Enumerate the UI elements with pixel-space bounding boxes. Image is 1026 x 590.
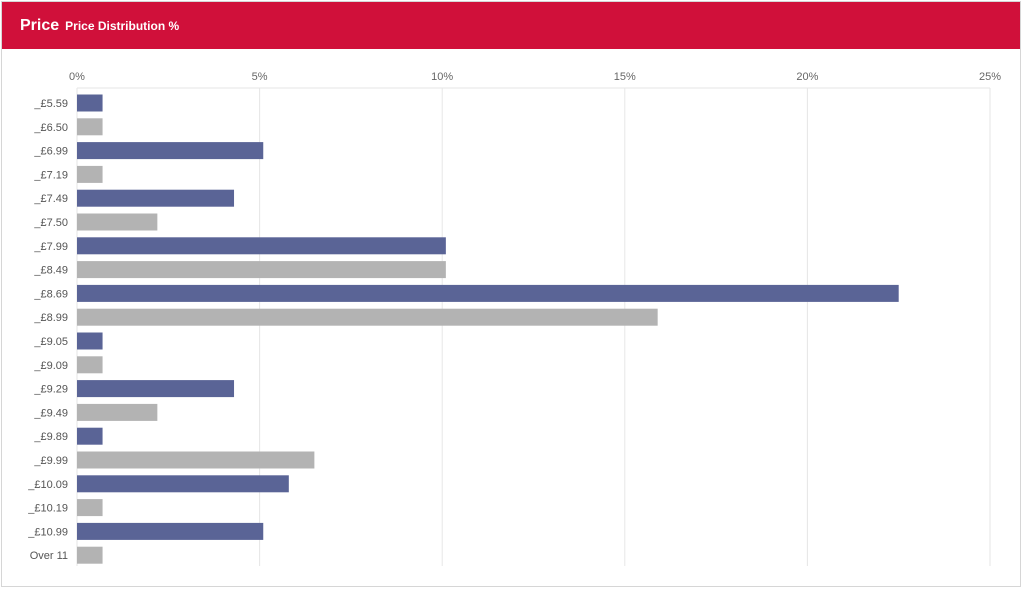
bars bbox=[77, 94, 899, 564]
bar[interactable] bbox=[77, 451, 315, 469]
bar[interactable] bbox=[77, 380, 235, 398]
panel-subtitle: Price Distribution % bbox=[65, 18, 180, 33]
bar[interactable] bbox=[77, 261, 446, 279]
x-tick-label: 10% bbox=[431, 71, 453, 83]
x-tick-label: 15% bbox=[614, 71, 636, 83]
bar[interactable] bbox=[77, 332, 103, 350]
x-tick-label: 0% bbox=[69, 71, 85, 83]
category-label: _£6.99 bbox=[33, 146, 68, 158]
bar[interactable] bbox=[77, 165, 103, 183]
category-label: Over 11 bbox=[30, 550, 68, 562]
bar[interactable] bbox=[77, 475, 289, 493]
category-labels: _£5.59 _£6.50 _£6.99 _£7.19 _£7.49 _£7.50 _£7.… bbox=[27, 98, 68, 562]
bar[interactable] bbox=[77, 213, 158, 231]
bar[interactable] bbox=[77, 522, 264, 540]
bar[interactable] bbox=[77, 237, 446, 255]
bar[interactable] bbox=[77, 308, 658, 326]
bar[interactable] bbox=[77, 403, 158, 421]
bar[interactable] bbox=[77, 118, 103, 136]
x-tick-labels: 0% 5% 10% 15% 20% 25% bbox=[69, 71, 1001, 83]
panel-title: Price bbox=[20, 16, 60, 34]
category-label: _£10.09 bbox=[27, 479, 68, 491]
bar[interactable] bbox=[77, 356, 103, 374]
category-label: _£5.59 bbox=[33, 98, 68, 110]
category-label: _£9.05 bbox=[33, 336, 68, 348]
bar[interactable] bbox=[77, 94, 103, 112]
category-label: _£9.89 bbox=[33, 431, 68, 443]
bar[interactable] bbox=[77, 499, 103, 517]
category-label: _£9.09 bbox=[33, 360, 68, 372]
bar[interactable] bbox=[77, 284, 899, 302]
category-label: _£6.50 bbox=[33, 122, 68, 134]
category-label: _£8.69 bbox=[33, 288, 68, 300]
grid-layer bbox=[76, 87, 991, 566]
category-label: _£9.99 bbox=[33, 455, 68, 467]
category-label: _£9.49 bbox=[33, 407, 68, 419]
x-tick-label: 25% bbox=[979, 71, 1001, 83]
category-label: _£8.49 bbox=[33, 265, 68, 277]
x-tick-label: 20% bbox=[796, 71, 818, 83]
category-label: _£9.29 bbox=[33, 384, 68, 396]
x-tick-label: 5% bbox=[252, 71, 268, 83]
category-label: _£7.19 bbox=[33, 169, 68, 181]
category-label: _£10.19 bbox=[27, 503, 68, 515]
category-label: _£7.99 bbox=[33, 241, 68, 253]
category-label: _£7.50 bbox=[33, 217, 68, 229]
category-label: _£7.49 bbox=[33, 193, 68, 205]
category-label: _£8.99 bbox=[33, 312, 68, 324]
bar[interactable] bbox=[77, 427, 103, 445]
bar[interactable] bbox=[77, 189, 235, 207]
category-label: _£10.99 bbox=[27, 526, 68, 538]
bar[interactable] bbox=[77, 142, 264, 160]
panel-header: Price Price Distribution % bbox=[2, 2, 1020, 49]
bar[interactable] bbox=[77, 546, 103, 564]
